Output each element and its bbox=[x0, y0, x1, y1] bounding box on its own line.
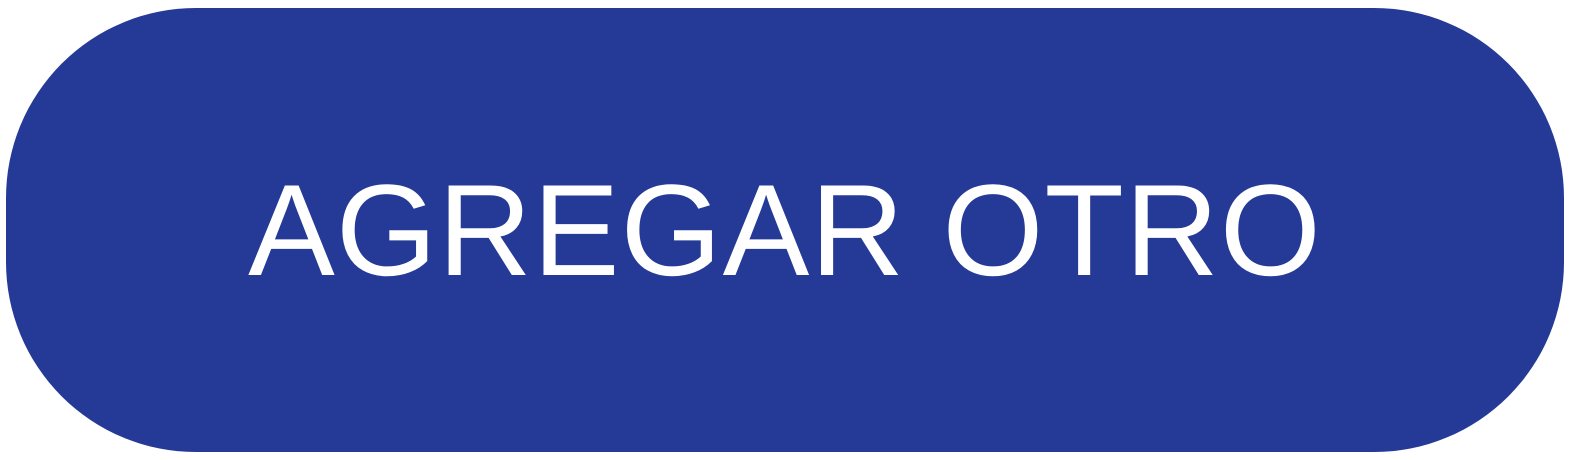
add-another-button-label: AGREGAR OTRO bbox=[248, 157, 1322, 303]
add-another-button[interactable]: AGREGAR OTRO bbox=[6, 8, 1564, 452]
